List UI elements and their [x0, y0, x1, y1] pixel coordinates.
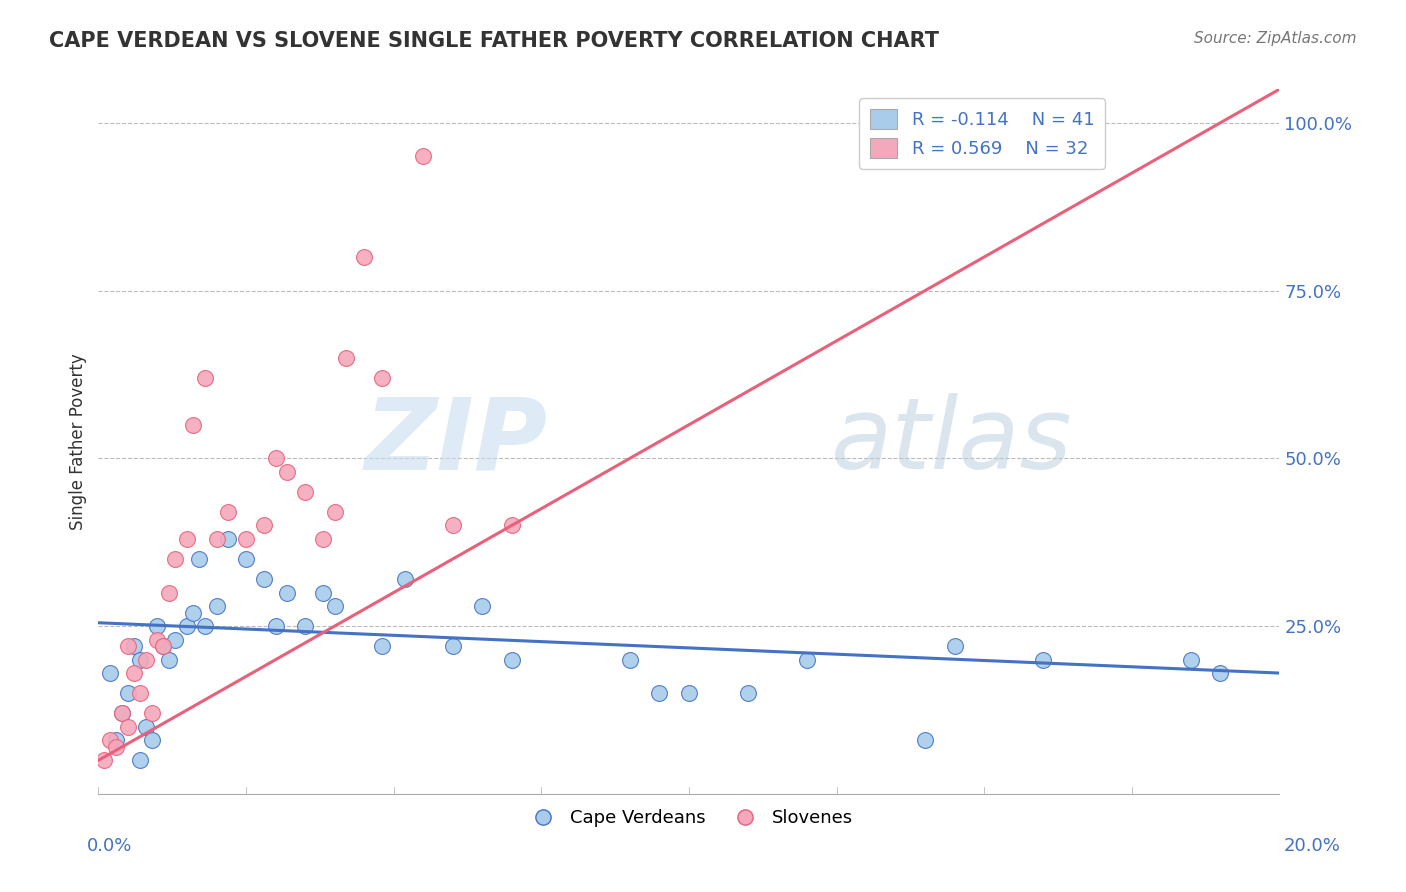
Point: [187, 552, 209, 566]
Point: [323, 599, 346, 613]
Point: [253, 518, 276, 533]
Point: [141, 706, 163, 721]
Point: [181, 606, 204, 620]
Text: Source: ZipAtlas.com: Source: ZipAtlas.com: [1194, 31, 1357, 46]
Point: [176, 619, 198, 633]
Point: [294, 619, 316, 633]
Point: [217, 532, 239, 546]
Point: [122, 666, 145, 681]
Point: [312, 585, 335, 599]
Point: [1180, 653, 1202, 667]
Point: [146, 619, 169, 633]
Point: [619, 653, 641, 667]
Point: [1209, 666, 1232, 681]
Point: [117, 686, 139, 700]
Point: [943, 639, 966, 653]
Point: [152, 639, 174, 653]
Point: [371, 371, 394, 385]
Point: [122, 639, 145, 653]
Point: [501, 653, 523, 667]
Point: [253, 572, 276, 586]
Text: ZIP: ZIP: [364, 393, 547, 490]
Point: [205, 599, 228, 613]
Point: [135, 720, 157, 734]
Point: [152, 639, 174, 653]
Point: [111, 706, 134, 721]
Point: [157, 585, 180, 599]
Point: [205, 532, 228, 546]
Point: [235, 552, 257, 566]
Point: [194, 619, 217, 633]
Point: [98, 666, 121, 681]
Point: [737, 686, 759, 700]
Point: [165, 552, 187, 566]
Point: [264, 451, 287, 466]
Point: [471, 599, 494, 613]
Point: [914, 733, 936, 747]
Point: [111, 706, 134, 721]
Point: [235, 532, 257, 546]
Point: [441, 639, 464, 653]
Point: [93, 753, 115, 767]
Point: [353, 250, 375, 264]
Point: [135, 653, 157, 667]
Point: [501, 518, 523, 533]
Point: [181, 417, 204, 432]
Text: CAPE VERDEAN VS SLOVENE SINGLE FATHER POVERTY CORRELATION CHART: CAPE VERDEAN VS SLOVENE SINGLE FATHER PO…: [49, 31, 939, 51]
Point: [441, 518, 464, 533]
Point: [117, 720, 139, 734]
Point: [796, 653, 818, 667]
Y-axis label: Single Father Poverty: Single Father Poverty: [69, 353, 87, 530]
Legend: Cape Verdeans, Slovenes: Cape Verdeans, Slovenes: [517, 802, 860, 834]
Point: [335, 351, 357, 365]
Point: [165, 632, 187, 647]
Point: [117, 639, 139, 653]
Point: [128, 753, 150, 767]
Point: [146, 632, 169, 647]
Point: [264, 619, 287, 633]
Point: [176, 532, 198, 546]
Point: [1032, 653, 1054, 667]
Point: [371, 639, 394, 653]
Point: [141, 733, 163, 747]
Point: [678, 686, 700, 700]
Point: [294, 484, 316, 499]
Point: [157, 653, 180, 667]
Text: atlas: atlas: [831, 393, 1073, 490]
Point: [312, 532, 335, 546]
Point: [648, 686, 671, 700]
Point: [412, 149, 434, 163]
Point: [128, 653, 150, 667]
Text: 20.0%: 20.0%: [1284, 837, 1340, 855]
Point: [128, 686, 150, 700]
Point: [394, 572, 416, 586]
Point: [276, 585, 298, 599]
Text: 0.0%: 0.0%: [87, 837, 132, 855]
Point: [194, 371, 217, 385]
Point: [217, 505, 239, 519]
Point: [98, 733, 121, 747]
Point: [323, 505, 346, 519]
Point: [105, 739, 128, 754]
Point: [276, 465, 298, 479]
Point: [105, 733, 128, 747]
